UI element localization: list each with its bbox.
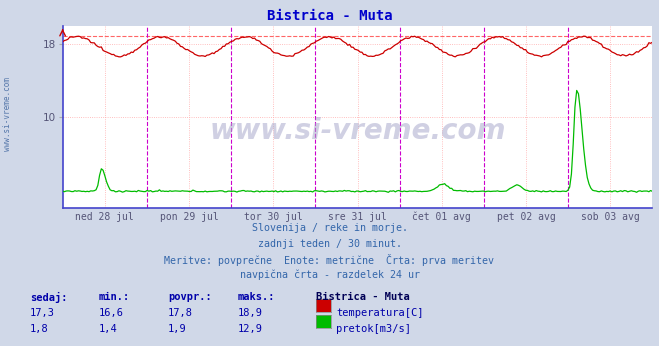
Text: 1,4: 1,4 [99, 324, 117, 334]
Text: Bistrica - Muta: Bistrica - Muta [316, 292, 410, 302]
Text: 1,8: 1,8 [30, 324, 48, 334]
Text: Bistrica - Muta: Bistrica - Muta [267, 9, 392, 22]
Text: zadnji teden / 30 minut.: zadnji teden / 30 minut. [258, 239, 401, 249]
Text: povpr.:: povpr.: [168, 292, 212, 302]
Text: navpična črta - razdelek 24 ur: navpična črta - razdelek 24 ur [239, 270, 420, 280]
Text: Meritve: povprečne  Enote: metrične  Črta: prva meritev: Meritve: povprečne Enote: metrične Črta:… [165, 254, 494, 266]
Text: 16,6: 16,6 [99, 308, 124, 318]
Text: sedaj:: sedaj: [30, 292, 67, 303]
Text: Slovenija / reke in morje.: Slovenija / reke in morje. [252, 223, 407, 233]
Text: www.si-vreme.com: www.si-vreme.com [3, 77, 13, 151]
Text: 17,3: 17,3 [30, 308, 55, 318]
Text: min.:: min.: [99, 292, 130, 302]
Text: 1,9: 1,9 [168, 324, 186, 334]
Text: www.si-vreme.com: www.si-vreme.com [210, 117, 505, 145]
Text: 17,8: 17,8 [168, 308, 193, 318]
Text: pretok[m3/s]: pretok[m3/s] [336, 324, 411, 334]
Text: 18,9: 18,9 [237, 308, 262, 318]
Text: temperatura[C]: temperatura[C] [336, 308, 424, 318]
Text: 12,9: 12,9 [237, 324, 262, 334]
Text: maks.:: maks.: [237, 292, 275, 302]
